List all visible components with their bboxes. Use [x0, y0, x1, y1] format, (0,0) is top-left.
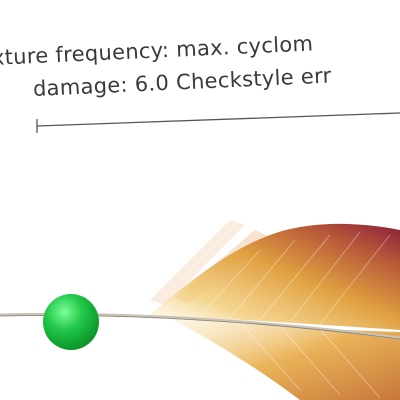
feather-icon — [0, 220, 400, 400]
green-pin-icon — [43, 294, 99, 350]
scale-bar — [36, 112, 400, 133]
